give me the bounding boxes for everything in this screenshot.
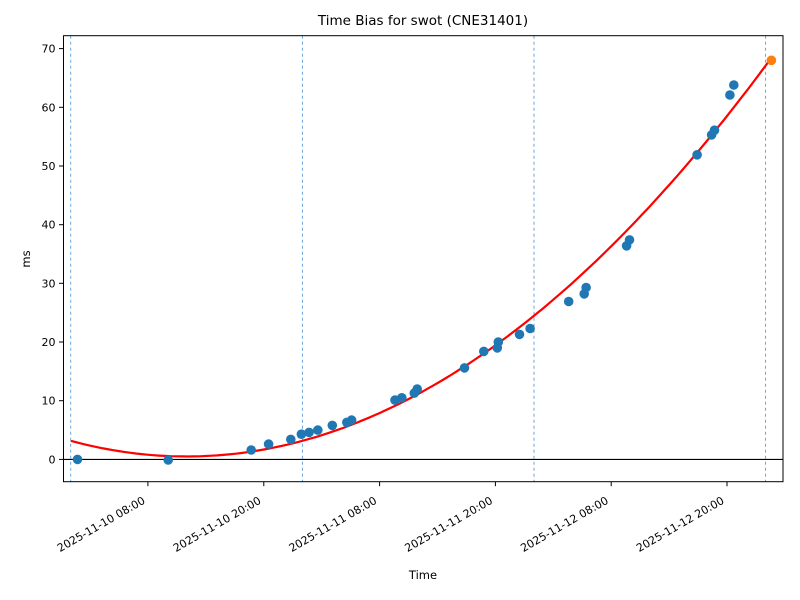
data-point: [729, 80, 739, 90]
x-tick-label: 2025-11-11 20:00: [403, 494, 495, 555]
data-point: [692, 150, 702, 160]
data-point: [304, 427, 314, 438]
data-point: [246, 445, 256, 455]
y-axis-label: ms: [19, 250, 33, 268]
x-tick-label: 2025-11-10 08:00: [55, 494, 147, 555]
y-tick-label: 10: [42, 395, 56, 408]
data-point: [709, 125, 720, 135]
y-tick-label: 0: [49, 453, 56, 466]
data-point: [514, 329, 525, 340]
data-point: [459, 363, 470, 373]
data-point: [263, 439, 274, 449]
y-tick-label: 40: [42, 219, 56, 232]
y-tick-label: 60: [42, 101, 56, 114]
data-point: [624, 235, 635, 245]
latest-point: [766, 55, 777, 66]
data-point: [493, 337, 504, 347]
data-point: [725, 90, 735, 100]
y-tick-label: 30: [42, 277, 56, 290]
x-tick-label: 2025-11-10 20:00: [171, 494, 263, 555]
data-point: [563, 296, 574, 307]
y-tick-label: 50: [42, 160, 56, 173]
data-point: [327, 420, 338, 431]
data-point: [72, 454, 83, 465]
data-point: [412, 384, 423, 394]
data-point: [479, 346, 489, 357]
y-tick-label: 70: [42, 43, 56, 56]
x-axis-label: Time: [408, 568, 438, 582]
y-tick-label: 20: [42, 336, 56, 349]
data-point: [313, 425, 323, 435]
data-point: [346, 415, 357, 425]
data-point: [163, 455, 173, 465]
plot-border: [63, 35, 784, 483]
data-point: [525, 323, 535, 334]
data-point: [581, 282, 591, 293]
x-tick-label: 2025-11-12 20:00: [634, 494, 726, 555]
x-tick-label: 2025-11-11 08:00: [287, 494, 379, 555]
data-point: [286, 434, 296, 445]
fit-curve: [70, 57, 772, 458]
chart-title: Time Bias for swot (CNE31401): [317, 13, 529, 29]
x-tick-label: 2025-11-12 08:00: [518, 494, 610, 555]
data-point: [296, 429, 307, 440]
data-point: [397, 393, 407, 403]
